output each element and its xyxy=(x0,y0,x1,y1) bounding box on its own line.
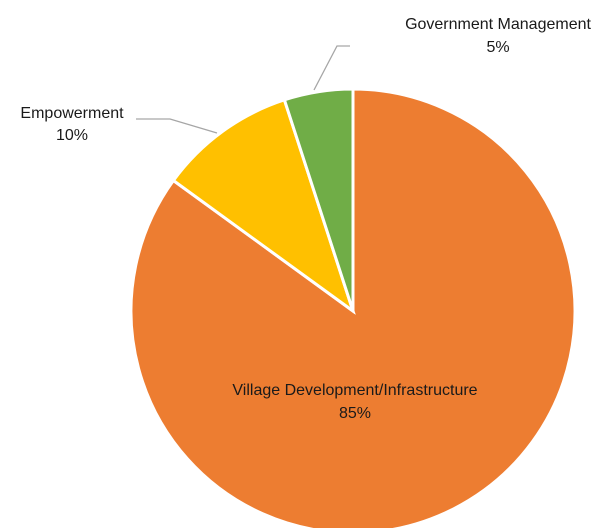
slice-value-empowerment: 10% xyxy=(56,127,88,144)
pie-slice-empowerment xyxy=(171,97,356,315)
pie-slice-government-management xyxy=(282,87,355,312)
pie-slices xyxy=(129,87,577,528)
slice-value-government-management: 5% xyxy=(486,39,509,56)
leader-line-empowerment xyxy=(136,118,218,134)
slice-label-village-development: Village Development/Infrastructure xyxy=(232,382,477,399)
slice-label-government-management: Government Management xyxy=(405,16,591,33)
leader-lines xyxy=(136,45,350,134)
slice-label-empowerment: Empowerment xyxy=(20,105,124,122)
leader-line-government-management xyxy=(313,45,350,91)
slice-value-village-development: 85% xyxy=(339,405,371,422)
